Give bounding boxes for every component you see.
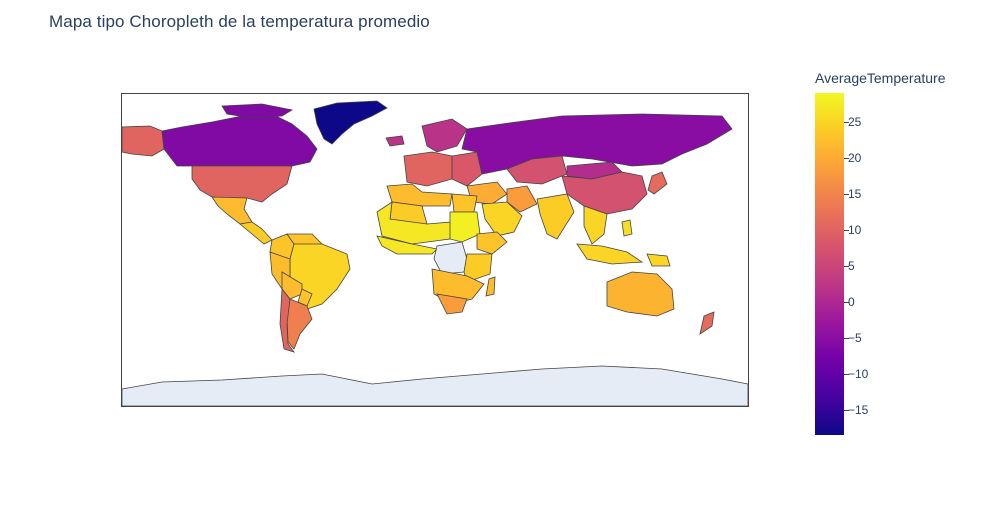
colorbar — [815, 93, 844, 435]
region-new-zealand[interactable] — [699, 311, 715, 335]
colorbar-tick-label: −5 — [848, 330, 862, 345]
region-united-states[interactable] — [191, 165, 293, 203]
colorbar-tick-label: 20 — [848, 150, 862, 165]
region-antarctica[interactable] — [122, 365, 748, 406]
region-chile[interactable] — [279, 287, 296, 353]
region-china[interactable] — [561, 171, 648, 215]
colorbar-tick-label: −15 — [848, 402, 869, 417]
chart-title: Mapa tipo Choropleth de la temperatura p… — [49, 12, 430, 31]
region-europe-west[interactable] — [403, 151, 453, 187]
region-canada[interactable] — [161, 113, 318, 168]
region-russia[interactable] — [461, 113, 733, 175]
colorbar-tick-label: 15 — [848, 186, 862, 201]
region-sudan[interactable] — [449, 211, 481, 243]
region-india[interactable] — [536, 193, 575, 240]
region-iceland[interactable] — [385, 135, 405, 147]
colorbar-tick-mark — [844, 265, 849, 267]
colorbar-tick-mark — [844, 157, 849, 159]
region-arabian-peninsula[interactable] — [481, 201, 523, 237]
colorbar-tick-label: 25 — [848, 114, 862, 129]
region-east-africa[interactable] — [463, 253, 493, 283]
region-west-africa[interactable] — [376, 235, 438, 255]
region-indonesia[interactable] — [576, 243, 644, 265]
region-mexico[interactable] — [211, 196, 253, 225]
region-europe-east[interactable] — [451, 151, 483, 187]
colorbar-tick-mark — [844, 193, 849, 195]
region-philippines[interactable] — [621, 219, 633, 237]
region-ethiopia[interactable] — [476, 231, 508, 255]
colorbar-tick-mark — [844, 301, 849, 303]
world-map[interactable] — [122, 94, 748, 406]
colorbar-tick-label: 0 — [848, 294, 855, 309]
region-japan[interactable] — [647, 171, 668, 195]
map-plot-area[interactable] — [121, 93, 749, 407]
region-central-america[interactable] — [239, 221, 273, 245]
colorbar-tick-mark — [844, 337, 849, 339]
region-australia[interactable] — [606, 271, 675, 317]
region-southeast-asia[interactable] — [583, 205, 608, 245]
region-canada-islands[interactable] — [221, 103, 294, 119]
colorbar-tick-mark — [844, 121, 849, 123]
colorbar-tick-mark — [844, 409, 849, 411]
region-bolivia[interactable] — [281, 271, 303, 300]
colorbar-title: AverageTemperature — [815, 70, 946, 86]
region-scandinavia[interactable] — [421, 118, 468, 153]
colorbar-tick-label: 10 — [848, 222, 862, 237]
region-egypt[interactable] — [451, 193, 478, 213]
region-iran[interactable] — [506, 185, 538, 213]
region-south-africa[interactable] — [436, 293, 468, 315]
region-madagascar[interactable] — [485, 276, 496, 297]
region-alaska[interactable] — [122, 125, 165, 157]
region-greenland[interactable] — [313, 100, 388, 145]
colorbar-tick-mark — [844, 229, 849, 231]
colorbar-tick-label: −10 — [848, 366, 869, 381]
colorbar-tick-label: 5 — [848, 258, 855, 273]
colorbar-tick-mark — [844, 373, 849, 375]
region-congo-dr[interactable] — [433, 241, 468, 275]
region-papua-new-guinea[interactable] — [646, 253, 671, 267]
